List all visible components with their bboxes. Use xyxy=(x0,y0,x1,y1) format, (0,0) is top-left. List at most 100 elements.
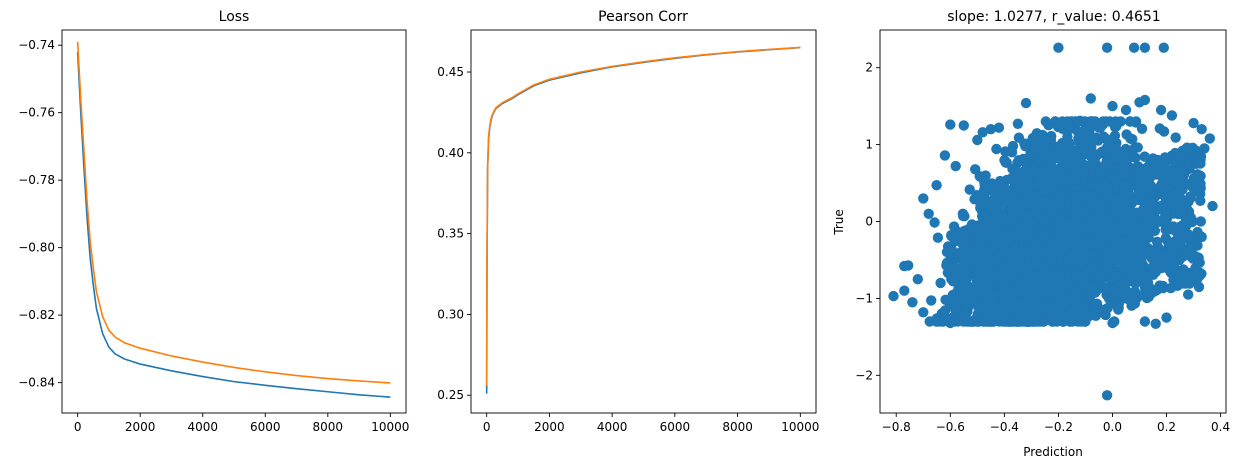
scatter-panel: slope: 1.0277, r_value: 0.4651 −0.8 −0.6−… xyxy=(832,9,1230,459)
scatter-point xyxy=(1172,232,1184,243)
scatter-point xyxy=(1188,249,1199,260)
scatter-point xyxy=(1023,281,1035,292)
x-tick-label: −0.8 xyxy=(882,420,911,434)
scatter-point xyxy=(1199,143,1210,154)
scatter-point xyxy=(1019,296,1031,307)
series-line-1 xyxy=(485,46,801,386)
loss-plot-area: 0 2000 4000 6000 8000 10000 −0.74 −0.76 −0.78 −0.… xyxy=(18,38,409,434)
scatter-point xyxy=(1154,123,1166,134)
scatter-point xyxy=(1107,182,1118,194)
scatter-point xyxy=(926,295,937,306)
scatter-point xyxy=(1066,116,1078,127)
scatter-point xyxy=(1196,231,1207,243)
scatter-point xyxy=(1069,296,1081,307)
scatter-point xyxy=(995,239,1006,250)
scatter-cloud xyxy=(903,116,1207,327)
scatter-point xyxy=(985,268,996,279)
scatter-point xyxy=(1070,285,1082,296)
y-tick-label: −1 xyxy=(855,291,873,305)
scatter-point xyxy=(1143,291,1155,302)
scatter-point xyxy=(989,289,1001,301)
scatter-point xyxy=(1090,302,1101,313)
scatter-point xyxy=(1117,257,1129,269)
scatter-point xyxy=(1007,208,1018,220)
scatter-point xyxy=(1086,181,1097,192)
scatter-point xyxy=(941,258,953,269)
y-tick-label: −0.84 xyxy=(18,376,55,390)
scatter-point xyxy=(1060,242,1071,253)
scatter-point xyxy=(1020,97,1032,109)
scatter-point xyxy=(1181,157,1192,169)
scatter-point xyxy=(1128,222,1139,233)
scatter-ylabel: True xyxy=(832,209,846,236)
scatter-point xyxy=(955,291,966,303)
scatter-point xyxy=(1193,157,1205,169)
scatter-point xyxy=(1040,116,1052,127)
scatter-point xyxy=(1138,168,1150,179)
scatter-point xyxy=(1172,280,1183,291)
scatter-point xyxy=(1119,281,1131,292)
scatter-point xyxy=(1073,133,1084,144)
scatter-point xyxy=(1111,121,1122,132)
scatter-point xyxy=(1025,189,1037,201)
scatter-point xyxy=(1144,187,1155,198)
x-tick-label: 4000 xyxy=(597,420,628,434)
scatter-point xyxy=(1127,134,1138,145)
scatter-point xyxy=(976,263,987,274)
x-tick-label: 4000 xyxy=(187,420,218,434)
scatter-axes-frame xyxy=(879,29,1227,414)
scatter-point xyxy=(977,127,988,138)
scatter-point xyxy=(1047,183,1059,194)
scatter-point xyxy=(1088,166,1100,177)
scatter-point xyxy=(1146,213,1158,225)
scatter-point xyxy=(1058,147,1070,158)
scatter-point xyxy=(1128,257,1139,269)
loss-title: Loss xyxy=(219,9,250,25)
scatter-point xyxy=(931,313,942,324)
scatter-point xyxy=(1102,302,1113,314)
scatter-point xyxy=(1086,190,1098,202)
scatter-point xyxy=(935,277,946,289)
series-line-0 xyxy=(76,51,391,398)
scatter-point xyxy=(1168,221,1179,232)
scatter-point xyxy=(1170,157,1181,169)
scatter-point xyxy=(1155,165,1166,176)
x-tick-label: −0.2 xyxy=(1044,420,1073,434)
scatter-point xyxy=(1105,163,1117,174)
scatter-point xyxy=(1064,276,1076,287)
scatter-point xyxy=(979,188,990,199)
scatter-point xyxy=(1101,42,1113,53)
y-tick-label: 0.40 xyxy=(437,146,464,160)
scatter-point xyxy=(1068,173,1079,185)
scatter-point xyxy=(993,122,1005,133)
scatter-point xyxy=(1043,283,1054,295)
scatter-point xyxy=(972,134,983,146)
scatter-point xyxy=(1178,264,1189,275)
x-tick-label: 2000 xyxy=(125,420,156,434)
scatter-point xyxy=(1026,139,1037,150)
x-tick-label: 0 xyxy=(74,420,82,434)
scatter-point xyxy=(1111,193,1122,205)
scatter-point xyxy=(1194,257,1205,268)
scatter-point xyxy=(1059,177,1071,188)
x-tick-label: 8000 xyxy=(313,420,344,434)
scatter-point xyxy=(992,201,1004,212)
scatter-point xyxy=(1021,159,1032,171)
scatter-point xyxy=(1193,281,1205,293)
scatter-point xyxy=(1111,205,1122,216)
scatter-point xyxy=(1177,174,1188,185)
series-line-1 xyxy=(76,41,391,384)
scatter-point xyxy=(1009,242,1020,253)
scatter-point xyxy=(1138,270,1149,281)
scatter-point xyxy=(1151,255,1162,266)
scatter-point xyxy=(1092,233,1104,244)
scatter-point xyxy=(1104,254,1115,266)
scatter-point xyxy=(998,212,1010,224)
scatter-point xyxy=(1121,180,1133,191)
scatter-point xyxy=(977,275,988,286)
scatter-point xyxy=(1074,221,1085,232)
scatter-point xyxy=(1084,223,1095,235)
scatter-point xyxy=(1174,254,1185,266)
scatter-point xyxy=(888,290,899,302)
scatter-point xyxy=(1099,267,1111,278)
